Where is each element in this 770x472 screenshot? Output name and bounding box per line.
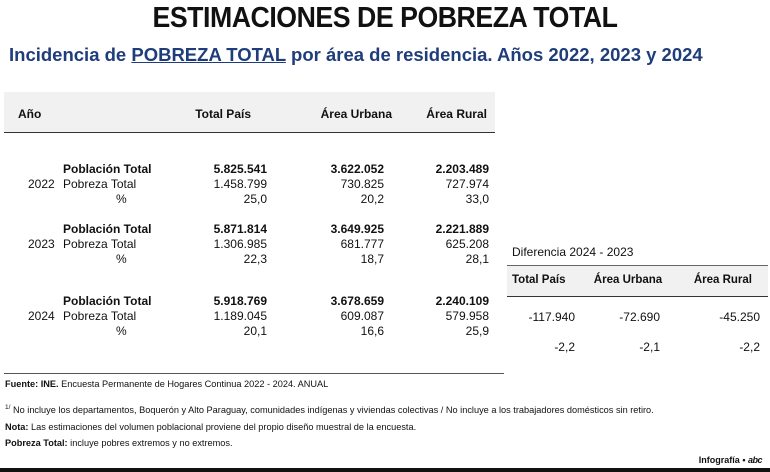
row-label: Pobreza Total [63,237,137,251]
cell-total: 5.871.814 [213,222,267,236]
year-label: 2023 [28,237,55,251]
diff-cell-urban: -2,1 [639,340,660,354]
nota-text: Las estimaciones del volumen poblacional… [28,422,417,432]
row-label: % [116,192,127,206]
subtitle-prefix: Incidencia de [9,44,132,65]
subtitle-suffix: por área de residencia. Años 2022, 2023 … [285,44,703,65]
cell-urban: 3.649.925 [330,222,384,236]
cell-total: 5.918.769 [213,294,267,308]
cell-urban: 3.622.052 [330,162,384,176]
source-label: Fuente: INE. [5,379,59,389]
source-text: Encuesta Permanente de Hogares Continua … [58,379,329,389]
row-label: Población Total [63,162,152,176]
cell-rural: 25,9 [465,324,489,338]
credit-label: Infografía [698,455,740,465]
header-total: Total País [195,107,251,121]
row-label: Población Total [63,294,152,308]
page-title: ESTIMACIONES DE POBREZA TOTAL [152,2,618,34]
cell-total: 1.189.045 [213,309,267,323]
cell-total: 5.825.541 [213,162,267,176]
cell-urban: 20,2 [360,192,384,206]
cell-total: 1.306.985 [213,237,267,251]
abc-logo: abc [747,455,763,465]
footnote-1-text: No incluye los departamentos, Boquerón y… [10,405,654,416]
row-label: % [116,252,127,266]
source-note: Fuente: INE. Encuesta Permanente de Hoga… [5,379,328,389]
cell-urban: 3.678.659 [330,294,384,308]
cell-urban: 609.087 [340,309,384,323]
cell-total: 25,0 [243,192,267,206]
diff-header-rural: Área Rural [693,274,752,286]
difference-title: Diferencia 2024 - 2023 [512,245,634,259]
row-label: Pobreza Total [63,177,137,191]
cell-rural: 727.974 [445,177,489,191]
difference-table-header [507,265,768,297]
cell-urban: 18,7 [360,252,384,266]
pobreza-total-note: Pobreza Total: incluye pobres extremos y… [5,438,233,448]
footnote-1-mark: 1/ [5,404,11,411]
subtitle-highlight: POBREZA TOTAL [131,44,286,65]
row-label: Población Total [63,222,152,236]
cell-rural: 2.221.889 [435,222,489,236]
year-label: 2022 [28,177,55,191]
cell-rural: 625.208 [445,237,489,251]
pobreza-total-label: Pobreza Total: [5,438,68,448]
cell-total: 22,3 [243,252,267,266]
header-urban: Área Urbana [320,107,392,121]
footnote-1: 1/ No incluye los departamentos, Boqueró… [5,404,654,415]
credit: Infografía • abc [698,455,763,465]
cell-rural: 2.203.489 [435,162,489,176]
diff-cell-rural: -2,2 [739,340,760,354]
cell-urban: 730.825 [340,177,384,191]
nota-label: Nota: [5,422,29,432]
cell-total: 1.458.799 [213,177,267,191]
diff-cell-total: -117.940 [528,310,575,324]
cell-total: 20,1 [243,324,267,338]
row-label: % [116,324,127,338]
main-table-header [4,92,495,133]
year-label: 2024 [28,309,55,323]
diff-header-urban: Área Urbana [593,274,663,286]
cell-rural: 2.240.109 [435,294,489,308]
row-label: Pobreza Total [63,309,137,323]
cell-rural: 579.958 [445,309,489,323]
subtitle: Incidencia de POBREZA TOTAL por área de … [9,44,703,66]
nota-note: Nota: Las estimaciones del volumen pobla… [5,422,416,432]
header-year: Año [18,107,42,121]
footer-separator [4,373,504,374]
cell-urban: 16,6 [360,324,384,338]
pobreza-total-text: incluye pobres extremos y no extremos. [67,438,233,448]
diff-cell-total: -2,2 [554,340,575,354]
diff-header-total: Total País [512,274,566,286]
bottom-rule [0,468,770,472]
diff-cell-urban: -72.690 [619,310,660,324]
diff-cell-rural: -45.250 [719,310,760,324]
credit-bullet: • [742,455,746,465]
cell-rural: 33,0 [465,192,489,206]
cell-rural: 28,1 [465,252,489,266]
cell-urban: 681.777 [340,237,384,251]
header-rural: Área Rural [426,107,487,121]
